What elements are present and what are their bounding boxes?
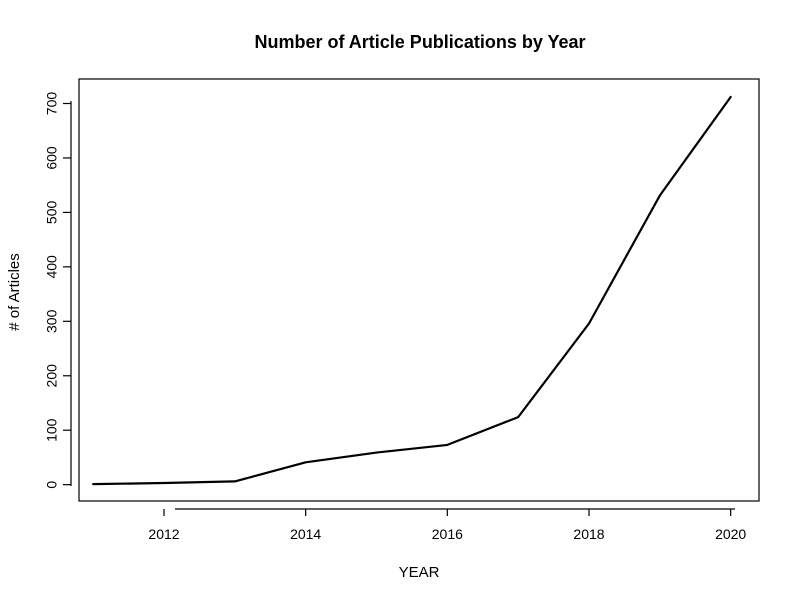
y-axis-label: # of Articles — [6, 253, 23, 331]
x-tick-label: 2014 — [290, 526, 321, 542]
y-tick-label: 500 — [44, 201, 60, 225]
y-tick-label: 400 — [44, 255, 60, 279]
chart-title: Number of Article Publications by Year — [254, 32, 585, 52]
x-tick-label: 2016 — [432, 526, 463, 542]
y-tick-label: 300 — [44, 309, 60, 333]
x-tick-label: 2020 — [715, 526, 746, 542]
y-tick-label: 700 — [44, 92, 60, 116]
y-tick-label: 600 — [44, 146, 60, 170]
x-tick-label: 2012 — [148, 526, 179, 542]
y-tick-label: 200 — [44, 364, 60, 388]
y-tick-label: 0 — [44, 481, 60, 489]
x-axis-label: YEAR — [399, 564, 440, 581]
y-tick-label: 100 — [44, 418, 60, 442]
x-tick-label: 2018 — [573, 526, 604, 542]
